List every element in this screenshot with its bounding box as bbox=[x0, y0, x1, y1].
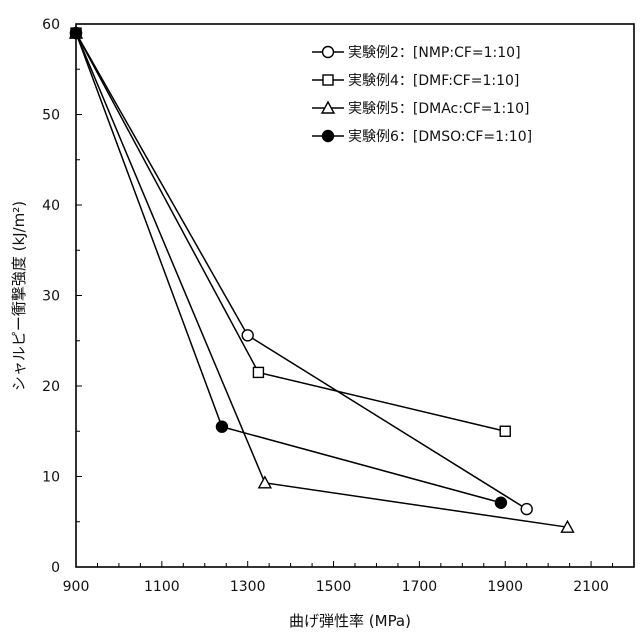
square-marker bbox=[323, 75, 333, 85]
x-axis-label: 曲げ弾性率 (MPa) bbox=[289, 612, 411, 630]
legend-item: 実験例6：[DMSO:CF=1:10] bbox=[312, 129, 532, 145]
legend-label: 実験例5：[DMAc:CF=1:10] bbox=[348, 101, 529, 117]
x-tick-label: 1700 bbox=[402, 579, 438, 595]
triangle-marker bbox=[259, 477, 271, 488]
x-tick-label: 900 bbox=[63, 579, 90, 595]
series-4 bbox=[71, 28, 507, 509]
legend-item: 実験例4：[DMF:CF=1:10] bbox=[312, 73, 519, 89]
filled-circle-marker bbox=[216, 421, 227, 432]
circle-marker bbox=[242, 330, 253, 341]
chart: 900 1100 1300 1500 1700 1900 2100 0 10 20 30 40 50 60… bbox=[0, 0, 640, 640]
y-tick-label: 60 bbox=[42, 17, 60, 33]
legend: 実験例2：[NMP:CF=1:10] 実験例4：[DMF:CF=1:10] 実験例5… bbox=[312, 45, 532, 145]
y-axis-label: シャルピー衝撃強度 (kJ/m²) bbox=[10, 201, 28, 391]
circle-marker bbox=[521, 504, 532, 515]
x-tick-label: 1100 bbox=[144, 579, 180, 595]
axes: 900 1100 1300 1500 1700 1900 2100 0 10 20 30 40 50 60 bbox=[42, 17, 634, 595]
legend-item: 実験例5：[DMAc:CF=1:10] bbox=[312, 101, 529, 117]
legend-label: 実験例6：[DMSO:CF=1:10] bbox=[348, 129, 532, 145]
square-marker bbox=[500, 426, 510, 436]
circle-marker bbox=[323, 47, 334, 58]
y-tick-label: 20 bbox=[42, 379, 60, 395]
x-tick-label: 1300 bbox=[230, 579, 266, 595]
legend-label: 実験例4：[DMF:CF=1:10] bbox=[348, 73, 519, 89]
x-tick-label: 1900 bbox=[487, 579, 523, 595]
filled-circle-marker bbox=[323, 131, 334, 142]
x-tick-label: 1500 bbox=[316, 579, 352, 595]
y-tick-label: 0 bbox=[51, 560, 60, 576]
filled-circle-marker bbox=[495, 497, 506, 508]
series-2 bbox=[71, 28, 510, 436]
series-line bbox=[76, 33, 505, 431]
y-tick-label: 50 bbox=[42, 108, 60, 124]
filled-circle-marker bbox=[71, 28, 82, 39]
legend-label: 実験例2：[NMP:CF=1:10] bbox=[348, 45, 521, 61]
legend-item: 実験例2：[NMP:CF=1:10] bbox=[312, 45, 521, 61]
y-tick-label: 40 bbox=[42, 198, 60, 214]
y-tick-label: 10 bbox=[42, 470, 60, 486]
square-marker bbox=[253, 367, 263, 377]
y-tick-label: 30 bbox=[42, 289, 60, 305]
x-tick-label: 2100 bbox=[573, 579, 609, 595]
